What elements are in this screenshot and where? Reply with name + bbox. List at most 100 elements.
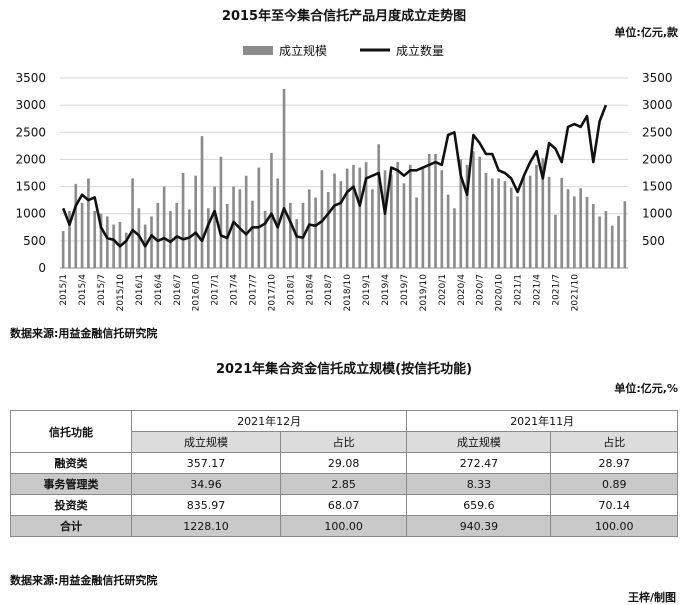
- bar: [106, 216, 109, 268]
- period-header-nov: 2021年11月: [406, 410, 678, 432]
- bar: [598, 216, 601, 268]
- x-tick-label: 2018/1: [286, 274, 296, 306]
- trust-function-table: 信托功能 2021年12月 2021年11月 成立规模 占比 成立规模 占比 融…: [10, 410, 678, 537]
- bar: [326, 192, 330, 268]
- trust-monthly-chart: 成立规模 成立数量 0 500 1000 1500 2000 2500 3000 3500 500 1…: [15, 43, 673, 312]
- bar: [453, 208, 456, 268]
- table-row: 融资类 357.17 29.08 272.47 28.97: [10, 452, 678, 474]
- bar: [270, 152, 273, 268]
- bar: [371, 189, 374, 268]
- bar: [408, 164, 412, 268]
- table-cell: 34.96: [131, 473, 281, 495]
- bar: [68, 211, 71, 268]
- table-cell: 835.97: [131, 494, 281, 516]
- y-left-tick-label: 2000: [15, 152, 46, 166]
- bar: [377, 144, 381, 268]
- x-tick-label: 2020/4: [457, 274, 467, 306]
- bar: [591, 203, 595, 268]
- x-tick-label: 2018/7: [324, 274, 334, 306]
- bar: [232, 186, 235, 268]
- bar: [150, 216, 153, 268]
- bar: [490, 178, 494, 268]
- bar: [383, 170, 387, 268]
- credit: 王梓/制图: [627, 591, 676, 604]
- bar: [206, 208, 210, 268]
- y-right-tick-label: 3000: [642, 98, 673, 112]
- y-right-tick-label: 2500: [642, 125, 673, 139]
- bar: [345, 168, 349, 268]
- bar: [415, 197, 418, 268]
- table-cell: 940.39: [406, 515, 552, 537]
- x-tick-label: 2019/10: [419, 274, 429, 312]
- row-label: 投资类: [10, 494, 132, 516]
- x-tick-label: 2016/1: [135, 274, 145, 306]
- x-tick-label: 2015/1: [59, 274, 69, 306]
- bar: [213, 186, 216, 268]
- bar: [402, 183, 406, 268]
- bar: [522, 176, 526, 268]
- bar: [87, 178, 90, 268]
- table-row-total: 合计 1228.10 100.00 940.39 100.00: [10, 515, 678, 537]
- x-tick-label: 2021/1: [514, 274, 524, 306]
- y-left-tick-label: 1000: [15, 207, 46, 221]
- bar: [74, 183, 78, 268]
- y-left-tick-label: 1500: [15, 180, 46, 194]
- bar: [617, 215, 620, 268]
- col-header-share-dec: 占比: [279, 431, 408, 453]
- table-cell: 100.00: [550, 515, 678, 537]
- period-header-dec: 2021年12月: [130, 410, 408, 432]
- y-left-tick-label: 0: [38, 261, 46, 275]
- x-tick-label: 2018/4: [305, 274, 315, 306]
- bar: [427, 154, 431, 268]
- x-tick-label: 2016/7: [173, 274, 183, 306]
- bar: [169, 211, 172, 268]
- bar: [181, 173, 185, 268]
- legend-bar-label: 成立规模: [279, 43, 327, 58]
- table-unit: 单位:亿元,%: [614, 382, 678, 395]
- bar: [93, 211, 97, 268]
- table-cell: 272.47: [406, 452, 552, 474]
- x-tick-label: 2016/10: [192, 274, 202, 312]
- bar: [509, 187, 513, 268]
- bar: [465, 164, 469, 268]
- bar: [219, 156, 223, 268]
- bar: [516, 196, 519, 268]
- bar: [535, 164, 538, 268]
- table-cell: 8.33: [406, 473, 552, 495]
- table-row: 事务管理类 34.96 2.85 8.33 0.89: [10, 473, 678, 495]
- x-tick-label: 2020/7: [476, 274, 486, 306]
- table-cell: 0.89: [550, 473, 678, 495]
- x-tick-label: 2015/4: [78, 274, 88, 306]
- y-right-tick-label: 1000: [642, 207, 673, 221]
- bar: [503, 181, 507, 268]
- bar: [307, 189, 311, 268]
- chart-title: 2015年至今集合信托产品月度成立走势图: [221, 9, 467, 24]
- bar: [263, 211, 267, 268]
- x-tick-label: 2021/4: [532, 274, 542, 306]
- bar: [554, 214, 557, 268]
- bar: [251, 200, 254, 268]
- bar: [137, 208, 141, 268]
- y-right-tick-label: 1500: [642, 180, 673, 194]
- x-tick-label: 2015/7: [97, 274, 107, 306]
- bar: [528, 175, 532, 268]
- bar: [566, 189, 570, 268]
- x-tick-label: 2017/1: [211, 274, 221, 306]
- bar: [314, 197, 317, 268]
- col-header-scale-nov: 成立规模: [406, 431, 552, 453]
- bar: [573, 196, 576, 268]
- table-cell: 357.17: [131, 452, 281, 474]
- bar: [547, 176, 551, 268]
- x-tick-label: 2019/4: [381, 274, 391, 306]
- bar: [604, 211, 608, 268]
- bar: [194, 175, 198, 268]
- x-tick-label: 2018/10: [343, 274, 353, 312]
- bar: [446, 194, 450, 268]
- bar: [124, 232, 128, 268]
- bar: [339, 181, 343, 268]
- row-label: 合计: [10, 515, 132, 537]
- bar: [484, 173, 488, 268]
- table-cell: 70.14: [550, 494, 678, 516]
- bar: [257, 167, 261, 268]
- col-header-scale-dec: 成立规模: [131, 431, 281, 453]
